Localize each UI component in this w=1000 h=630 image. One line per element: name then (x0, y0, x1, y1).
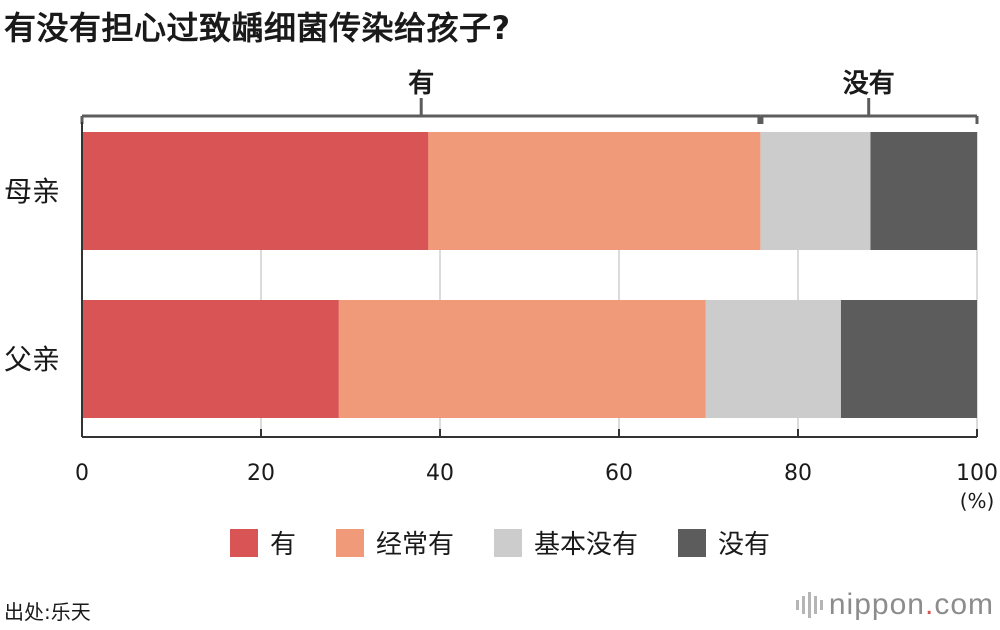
legend-label: 经常有 (375, 530, 454, 560)
bar-segment (870, 132, 977, 250)
bar-segment (428, 132, 761, 250)
bar-segment (338, 300, 706, 418)
legend-item: 经常有 (335, 524, 454, 561)
legend-item: 有 (229, 524, 296, 561)
legend: 有 经常有 基本没有 没有 (0, 524, 1000, 561)
bar-segment (705, 300, 841, 418)
x-tick-label: 20 (247, 461, 275, 486)
category-label: 父亲 (4, 343, 60, 376)
legend-label: 有 (269, 530, 296, 560)
legend-item: 没有 (678, 524, 770, 561)
x-unit-label: (%) (960, 489, 995, 513)
chart-title: 有没有担心过致龋细菌传染给孩子? (4, 9, 511, 47)
bracket-label: 有 (408, 69, 434, 99)
nippon-logo: nippon.com (795, 588, 994, 622)
bar-segment (82, 132, 429, 250)
legend-swatch (335, 528, 364, 557)
source-note: 出处:乐天 (4, 600, 91, 624)
category-label: 母亲 (4, 175, 60, 208)
x-tick-label: 100 (956, 461, 998, 486)
x-tick-label: 40 (426, 461, 454, 486)
x-tick-label: 80 (784, 461, 812, 486)
legend-item: 基本没有 (494, 524, 638, 561)
bars (82, 132, 977, 418)
bar-segment (840, 300, 977, 418)
bar-segment (82, 300, 339, 418)
bar-segment (760, 132, 871, 250)
x-tick-label: 0 (75, 461, 89, 486)
legend-label: 没有 (718, 530, 771, 560)
summary-brackets: 有 没有 (80, 69, 979, 124)
legend-label: 基本没有 (534, 530, 639, 560)
legend-swatch (494, 528, 522, 557)
logo-mark-icon (795, 592, 823, 618)
bracket-label: 没有 (843, 69, 895, 99)
logo-text: nippon.com (828, 588, 994, 621)
x-tick-label: 60 (605, 461, 633, 486)
legend-swatch (229, 528, 258, 557)
legend-swatch (678, 528, 707, 557)
